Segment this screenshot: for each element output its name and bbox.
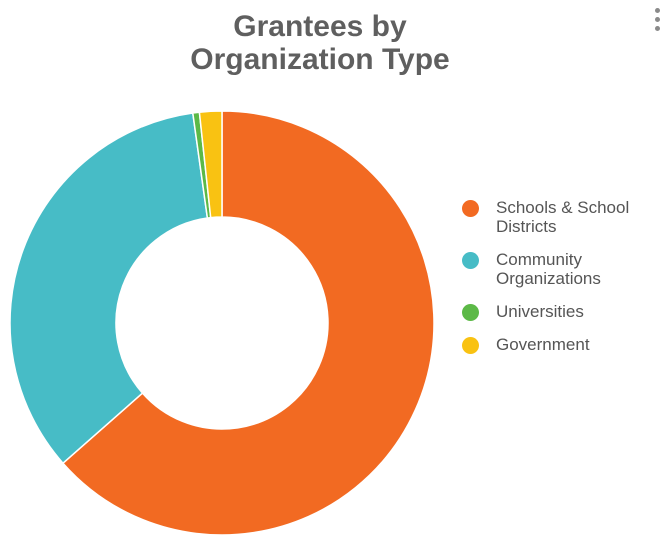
legend-label: Community Organizations: [496, 250, 601, 288]
donut-slice-community-organizations[interactable]: [9, 112, 209, 465]
legend-label: Schools & School Districts: [496, 198, 630, 236]
donut-chart: [9, 110, 435, 536]
legend-swatch: [462, 252, 479, 269]
kebab-menu-icon: [655, 26, 660, 31]
chart-title-line-2: Organization Type: [190, 43, 450, 76]
donut-slice-government[interactable]: [198, 110, 223, 219]
legend-swatch: [462, 337, 479, 354]
legend-swatch: [462, 200, 479, 217]
legend-item-universities[interactable]: Universities: [462, 302, 662, 321]
chart-title: Grantees by Organization Type: [150, 10, 490, 76]
legend-item-schools-and-school-districts[interactable]: Schools & School Districts: [462, 198, 662, 236]
chart-title-line-1: Grantees by: [233, 10, 407, 43]
legend-label: Government: [496, 335, 590, 354]
kebab-menu-icon: [655, 17, 660, 22]
legend-item-government[interactable]: Government: [462, 335, 662, 354]
legend-label: Universities: [496, 302, 584, 321]
chart-menu-button[interactable]: [650, 6, 666, 34]
kebab-menu-icon: [655, 8, 660, 13]
legend-item-community-organizations[interactable]: Community Organizations: [462, 250, 662, 288]
chart-legend: Schools & School Districts Community Orga…: [462, 198, 662, 368]
legend-swatch: [462, 304, 479, 321]
donut-slice-schools-and-school-districts[interactable]: [61, 110, 435, 536]
